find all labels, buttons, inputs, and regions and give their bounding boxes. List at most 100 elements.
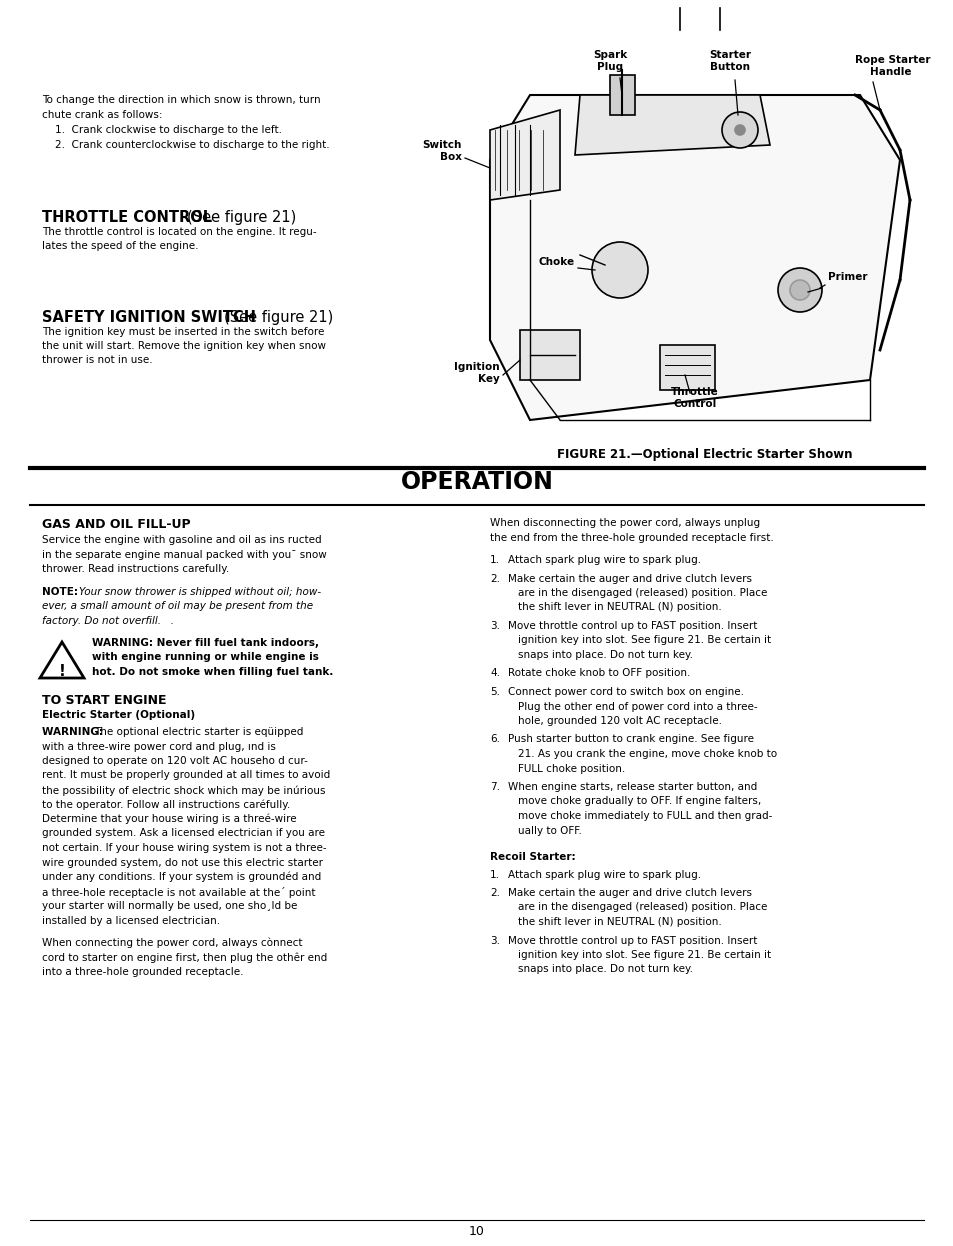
Text: Your snow thrower is shipped without oil; how-: Your snow thrower is shipped without oil… bbox=[79, 587, 321, 597]
Text: Button: Button bbox=[709, 62, 749, 72]
Text: ignition key into slot. See figure 21. Be certain it: ignition key into slot. See figure 21. B… bbox=[517, 949, 770, 959]
Text: a three-hole receptacle is not available at the´ point: a three-hole receptacle is not available… bbox=[42, 886, 315, 897]
Text: grounded system. Ask a licensed electrician if you are: grounded system. Ask a licensed electric… bbox=[42, 829, 325, 839]
Text: your starter will normally be used, one sho¸ld be: your starter will normally be used, one … bbox=[42, 901, 297, 911]
Text: WARNING:: WARNING: bbox=[42, 726, 107, 736]
Text: in the separate engine manual packed with youˉ snow: in the separate engine manual packed wit… bbox=[42, 549, 327, 559]
Circle shape bbox=[721, 112, 758, 148]
Text: the shift lever in NEUTRAL (N) position.: the shift lever in NEUTRAL (N) position. bbox=[517, 603, 721, 613]
Text: 7.: 7. bbox=[490, 782, 499, 792]
Text: 4.: 4. bbox=[490, 669, 499, 679]
Text: Make certain the auger and drive clutch levers: Make certain the auger and drive clutch … bbox=[507, 573, 751, 583]
Text: with engine running or while engine is: with engine running or while engine is bbox=[91, 653, 318, 663]
Text: move choke immediately to FULL and then grad-: move choke immediately to FULL and then … bbox=[517, 811, 772, 821]
Text: THROTTLE CONTROL: THROTTLE CONTROL bbox=[42, 211, 217, 226]
Text: Starter: Starter bbox=[708, 50, 750, 60]
Text: hot. Do not smoke when filling fuel tank.: hot. Do not smoke when filling fuel tank… bbox=[91, 667, 333, 677]
Text: snaps into place. Do not turn key.: snaps into place. Do not turn key. bbox=[517, 964, 692, 974]
Text: Move throttle control up to FAST position. Insert: Move throttle control up to FAST positio… bbox=[507, 936, 757, 946]
Text: Connect power cord to switch box on engine.: Connect power cord to switch box on engi… bbox=[507, 687, 743, 697]
Text: WARNING: Never fill fuel tank indoors,: WARNING: Never fill fuel tank indoors, bbox=[91, 638, 318, 648]
Text: 6.: 6. bbox=[490, 734, 499, 745]
Text: ignition key into slot. See figure 21. Be certain it: ignition key into slot. See figure 21. B… bbox=[517, 635, 770, 645]
Text: snaps into place. Do not turn key.: snaps into place. Do not turn key. bbox=[517, 650, 692, 660]
Text: Plug the other end of power cord into a three-: Plug the other end of power cord into a … bbox=[517, 701, 757, 711]
Text: ually to OFF.: ually to OFF. bbox=[517, 826, 581, 836]
Text: lates the speed of the engine.: lates the speed of the engine. bbox=[42, 240, 198, 250]
Text: 2.  Crank counterclockwise to discharge to the right.: 2. Crank counterclockwise to discharge t… bbox=[42, 140, 330, 150]
Text: Primer: Primer bbox=[827, 272, 866, 282]
Circle shape bbox=[789, 280, 809, 300]
Text: into a three-hole grounded receptacle.: into a three-hole grounded receptacle. bbox=[42, 967, 243, 977]
Text: Push starter button to crank engine. See figure: Push starter button to crank engine. See… bbox=[507, 734, 753, 745]
Text: 3.: 3. bbox=[490, 621, 499, 630]
Text: 10: 10 bbox=[469, 1225, 484, 1239]
Text: !: ! bbox=[58, 664, 66, 679]
Text: FULL choke position.: FULL choke position. bbox=[517, 764, 624, 774]
Bar bbox=[519, 330, 579, 380]
Text: Control: Control bbox=[673, 399, 716, 409]
Text: the unit will start. Remove the ignition key when snow: the unit will start. Remove the ignition… bbox=[42, 341, 326, 351]
Text: designed to operate on 120 volt AC househo d cur-: designed to operate on 120 volt AC house… bbox=[42, 756, 308, 766]
Text: chute crank as follows:: chute crank as follows: bbox=[42, 110, 162, 120]
Text: 2.: 2. bbox=[490, 573, 499, 583]
Text: Throttle: Throttle bbox=[670, 388, 719, 397]
Text: Rotate choke knob to OFF position.: Rotate choke knob to OFF position. bbox=[507, 669, 690, 679]
Text: ever, a small amount of oil may be present from the: ever, a small amount of oil may be prese… bbox=[42, 601, 313, 611]
Text: When engine starts, release starter button, and: When engine starts, release starter butt… bbox=[507, 782, 757, 792]
Text: When disconnecting the power cord, always unplug: When disconnecting the power cord, alway… bbox=[490, 518, 760, 528]
Text: cord to starter on engine first, then plug the othêr end: cord to starter on engine first, then pl… bbox=[42, 952, 327, 963]
Text: SAFETY IGNITION SWITCH: SAFETY IGNITION SWITCH bbox=[42, 310, 261, 325]
Circle shape bbox=[592, 242, 647, 298]
Text: 1.: 1. bbox=[490, 554, 499, 564]
Text: not certain. If your house wiring system is not a three-: not certain. If your house wiring system… bbox=[42, 844, 326, 854]
Text: Rope Starter: Rope Starter bbox=[854, 55, 929, 65]
Text: OPERATION: OPERATION bbox=[400, 470, 553, 493]
Circle shape bbox=[778, 268, 821, 312]
Text: Box: Box bbox=[439, 152, 461, 162]
Text: Determine that your house wiring is a threé-wire: Determine that your house wiring is a th… bbox=[42, 814, 296, 825]
Text: (See figure 21): (See figure 21) bbox=[224, 310, 333, 325]
Text: When connecting the power cord, always cònnect: When connecting the power cord, always c… bbox=[42, 938, 302, 948]
Text: are in the disengaged (released) position. Place: are in the disengaged (released) positio… bbox=[517, 902, 766, 912]
Text: move choke gradually to OFF. If engine falters,: move choke gradually to OFF. If engine f… bbox=[517, 796, 760, 806]
Text: FIGURE 21.—Optional Electric Starter Shown: FIGURE 21.—Optional Electric Starter Sho… bbox=[557, 449, 852, 461]
Text: 1.: 1. bbox=[490, 870, 499, 880]
Text: Handle: Handle bbox=[869, 67, 910, 77]
Text: Plug: Plug bbox=[597, 62, 622, 72]
Text: Recoil Starter:: Recoil Starter: bbox=[490, 852, 575, 862]
Text: thrower. Read instructions carefully.: thrower. Read instructions carefully. bbox=[42, 564, 229, 574]
Text: The throttle control is located on the engine. It regu-: The throttle control is located on the e… bbox=[42, 227, 316, 237]
Polygon shape bbox=[575, 95, 769, 155]
Text: Ignition: Ignition bbox=[454, 363, 499, 373]
Text: 3.: 3. bbox=[490, 936, 499, 946]
Text: 2.: 2. bbox=[490, 888, 499, 898]
Text: To change the direction in which snow is thrown, turn: To change the direction in which snow is… bbox=[42, 95, 320, 105]
Text: hole, grounded 120 volt AC receptacle.: hole, grounded 120 volt AC receptacle. bbox=[517, 716, 721, 726]
Text: 5.: 5. bbox=[490, 687, 499, 697]
Text: Key: Key bbox=[477, 374, 499, 384]
Text: Move throttle control up to FAST position. Insert: Move throttle control up to FAST positio… bbox=[507, 621, 757, 630]
Text: 1.  Crank clockwise to discharge to the left.: 1. Crank clockwise to discharge to the l… bbox=[42, 125, 282, 135]
Bar bbox=[609, 75, 635, 115]
Text: Attach spark plug wire to spark plug.: Attach spark plug wire to spark plug. bbox=[507, 870, 700, 880]
Text: wire grounded system, do not use this electric starter: wire grounded system, do not use this el… bbox=[42, 857, 323, 867]
Text: Choke: Choke bbox=[538, 257, 575, 267]
Text: The optional electric starter is eqüipped: The optional electric starter is eqüippe… bbox=[94, 726, 303, 736]
Text: are in the disengaged (released) position. Place: are in the disengaged (released) positio… bbox=[517, 588, 766, 598]
Text: thrower is not in use.: thrower is not in use. bbox=[42, 355, 152, 365]
Circle shape bbox=[734, 125, 744, 135]
Text: Electric Starter (Optional): Electric Starter (Optional) bbox=[42, 710, 195, 720]
Bar bbox=[659, 345, 714, 390]
Text: under any conditions. If your system is groundéd and: under any conditions. If your system is … bbox=[42, 872, 321, 882]
Polygon shape bbox=[490, 110, 559, 201]
Text: Switch: Switch bbox=[422, 140, 461, 150]
Text: TO START ENGINE: TO START ENGINE bbox=[42, 694, 167, 706]
Text: the end from the three-hole grounded receptacle first.: the end from the three-hole grounded rec… bbox=[490, 532, 773, 542]
Text: installed by a licensed electrician.: installed by a licensed electrician. bbox=[42, 916, 220, 926]
Text: Spark: Spark bbox=[592, 50, 626, 60]
Text: the possibility of electric shock which may be inúrious: the possibility of electric shock which … bbox=[42, 785, 325, 795]
Text: rent. It must be properly grounded at all times to avoid: rent. It must be properly grounded at al… bbox=[42, 770, 330, 780]
Text: Service the engine with gasoline and oil as ins ructed: Service the engine with gasoline and oil… bbox=[42, 535, 321, 545]
Text: factory. Do not overfill.   .: factory. Do not overfill. . bbox=[42, 616, 173, 625]
